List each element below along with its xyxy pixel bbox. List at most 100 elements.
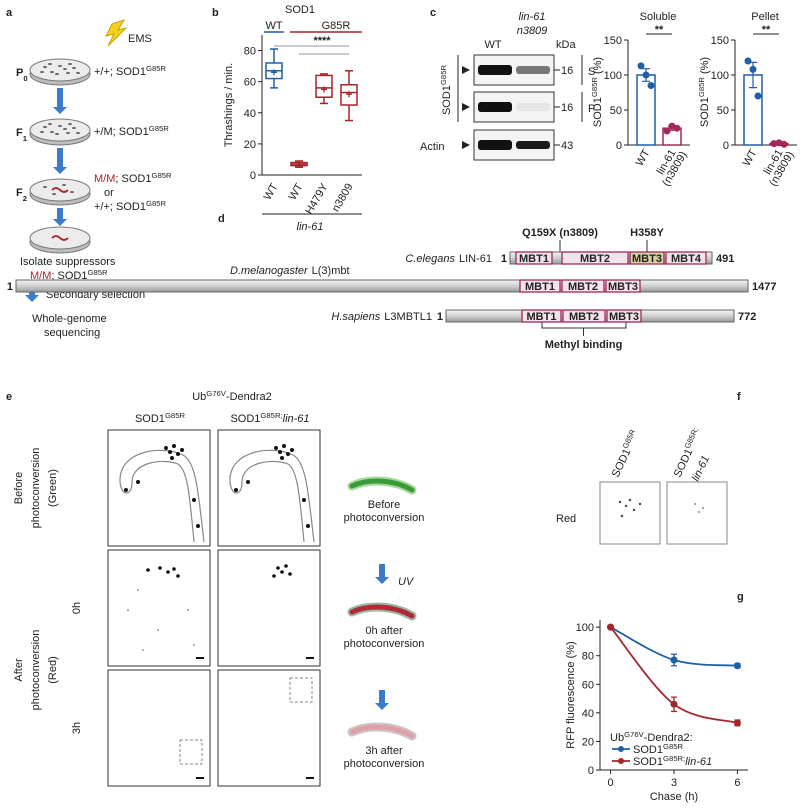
worm bbox=[51, 235, 69, 241]
text-part: 0 bbox=[616, 140, 622, 152]
generation: F1 bbox=[16, 127, 28, 143]
arrow bbox=[25, 286, 39, 302]
step-label: photoconversion bbox=[344, 512, 425, 524]
size-label: 16 bbox=[561, 65, 573, 77]
arrowhead bbox=[462, 103, 470, 111]
micrograph bbox=[599, 481, 661, 545]
aggregate bbox=[124, 488, 128, 492]
worm-icon bbox=[349, 604, 415, 619]
y-tick-label: 150 bbox=[711, 35, 729, 47]
y-tick-label: 20 bbox=[244, 139, 256, 151]
worm-icon bbox=[349, 724, 415, 739]
worm-dot bbox=[40, 71, 44, 73]
panel-label: f bbox=[737, 391, 741, 403]
domain-label: MBT3 bbox=[609, 311, 639, 323]
column-header: lin-61 bbox=[690, 454, 712, 483]
micrograph bbox=[217, 669, 321, 787]
box bbox=[315, 74, 333, 98]
genotype: +/M; SOD1G85R bbox=[94, 124, 169, 139]
text-part: 100 bbox=[604, 70, 622, 82]
aggregate bbox=[288, 572, 292, 576]
text-part: 0h after bbox=[365, 625, 403, 637]
point bbox=[647, 82, 655, 89]
significance: **** bbox=[313, 35, 331, 47]
aggregate bbox=[168, 450, 172, 454]
point bbox=[673, 124, 681, 132]
text-part: 20 bbox=[582, 736, 594, 748]
text-part: Thrashings / min. bbox=[223, 63, 235, 147]
arrowhead bbox=[462, 141, 470, 149]
column-header: SOD1G85R;lin-61 bbox=[230, 411, 309, 426]
text-part: 16 bbox=[561, 102, 573, 114]
band bbox=[516, 66, 550, 74]
aggregate bbox=[272, 574, 276, 578]
row-label: Before bbox=[13, 472, 25, 504]
aggregate bbox=[290, 448, 294, 452]
y-tick-label: 40 bbox=[582, 708, 594, 720]
text-part: 60 bbox=[244, 77, 256, 89]
text-part: 150 bbox=[711, 35, 729, 47]
text-part: f bbox=[737, 391, 741, 403]
text-part: 1 bbox=[7, 281, 13, 293]
text-part: EMS bbox=[128, 33, 152, 45]
text-part: **** bbox=[313, 35, 331, 47]
worm-dot bbox=[62, 184, 66, 186]
text-part: 772 bbox=[738, 311, 756, 323]
text-part: -Dendra2 bbox=[226, 391, 272, 403]
text-part: SOD1 bbox=[441, 85, 453, 115]
step: Isolate suppressors bbox=[20, 256, 116, 268]
y-tick-label: 100 bbox=[711, 70, 729, 82]
worm-dot bbox=[50, 131, 54, 133]
text-part: M/M bbox=[30, 270, 51, 282]
point bbox=[754, 92, 762, 100]
text-part: 40 bbox=[582, 708, 594, 720]
aggregate bbox=[246, 480, 250, 484]
text-part: G85R bbox=[663, 742, 684, 751]
text-part: +/+; SOD1 bbox=[94, 201, 146, 213]
x-axis-label: Chase (h) bbox=[650, 791, 698, 803]
text-part: 50 bbox=[717, 105, 729, 117]
protein-name: H.sapiens L3MBTL1 bbox=[331, 311, 432, 323]
text-part: WT bbox=[634, 147, 653, 168]
panel-label: d bbox=[218, 213, 225, 225]
worm-dot bbox=[66, 132, 70, 134]
text-part: G85R; bbox=[682, 426, 700, 450]
aggregate bbox=[127, 609, 129, 611]
text-part: e bbox=[6, 391, 12, 403]
worm-icon bbox=[349, 478, 415, 493]
dish bbox=[29, 118, 91, 142]
text-part: After bbox=[13, 658, 25, 682]
text-part: WT bbox=[265, 20, 282, 32]
domain bbox=[519, 279, 561, 293]
domain bbox=[561, 251, 629, 265]
arrow bbox=[53, 208, 67, 226]
text-part: MBT3 bbox=[632, 253, 662, 265]
text-part: G85R; bbox=[260, 411, 282, 420]
aggregate bbox=[172, 444, 176, 448]
legend-title: UbG76V-Dendra2: bbox=[610, 730, 693, 745]
micrograph bbox=[217, 549, 321, 667]
x-tick-label: WT bbox=[287, 181, 306, 202]
text-part: M/M bbox=[94, 173, 115, 185]
fraction: P bbox=[588, 103, 595, 115]
text-part: g bbox=[737, 591, 744, 603]
aggregate bbox=[136, 480, 140, 484]
aggregate bbox=[158, 566, 162, 570]
aggregate bbox=[282, 444, 286, 448]
text-part: SOD1 bbox=[633, 744, 663, 756]
aggregate bbox=[176, 452, 180, 456]
legend-marker bbox=[618, 746, 624, 752]
mean bbox=[296, 161, 302, 168]
text-part: 2 bbox=[23, 194, 27, 203]
text-part: Before bbox=[368, 499, 400, 511]
text-part: SOD1 bbox=[633, 756, 663, 768]
row-label: photoconversion bbox=[30, 448, 42, 529]
worm-dot bbox=[43, 126, 47, 128]
genotype: M/M; SOD1G85R bbox=[30, 268, 108, 283]
significance: ** bbox=[762, 24, 771, 36]
step-label: photoconversion bbox=[344, 638, 425, 650]
text-part: Ub bbox=[192, 391, 206, 403]
x-tick-label: WT bbox=[634, 147, 653, 168]
panel-label: g bbox=[737, 591, 744, 603]
